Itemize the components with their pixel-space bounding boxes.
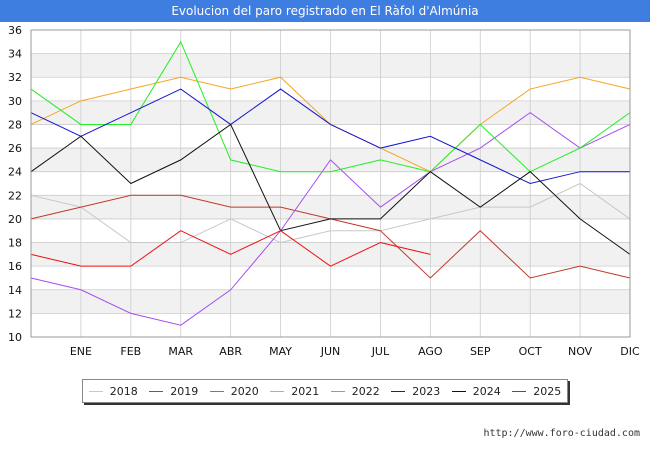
legend-swatch: [391, 390, 406, 392]
legend-item-2018: 2018: [88, 384, 138, 398]
y-tick-label: 24: [8, 166, 22, 179]
y-tick-label: 34: [8, 48, 22, 61]
x-tick-label: ENE: [70, 345, 92, 358]
legend-swatch: [209, 390, 224, 392]
legend-label: 2024: [472, 384, 501, 398]
plot-frame: [30, 29, 631, 338]
series-lines: [30, 40, 631, 326]
y-tick-label: 36: [8, 24, 22, 37]
legend-swatch: [451, 390, 466, 392]
x-tick-label: MAR: [168, 345, 193, 358]
x-tick-labels: ENE FEB MAR ABR MAY JUN JUL AGO SEP OCT NOV DIC: [70, 345, 640, 358]
x-tick-label: NOV: [568, 345, 593, 358]
legend-swatch: [88, 390, 103, 392]
line-chart: 10 12 14 16 18 20 22 24 26 28 30 32 34 36 ENE FEB MAR AB…: [8, 24, 640, 358]
legend-item-2023: 2023: [391, 385, 440, 398]
y-tick-label: 28: [8, 118, 22, 131]
x-tick-label: OCT: [519, 345, 542, 358]
title-bar: [0, 0, 650, 22]
legend-item-2025: 2025: [512, 385, 561, 398]
series-line-2024: [30, 123, 631, 255]
y-tick-label: 18: [8, 237, 22, 250]
legend-label: 2021: [291, 384, 320, 398]
legend-swatch: [149, 390, 164, 392]
x-tick-label: JUL: [371, 345, 390, 358]
y-tick-labels: 10 12 14 16 18 20 22 24 26 28 30 32 34 36: [8, 24, 22, 344]
legend-item-2019: 2019: [149, 385, 198, 398]
legend-label: 2018: [109, 384, 138, 398]
y-tick-label: 10: [8, 331, 22, 344]
x-tick-label: SEP: [470, 345, 491, 358]
legend-swatch: [512, 390, 527, 392]
legend-label: 2020: [230, 384, 259, 398]
y-tick-label: 20: [8, 213, 22, 226]
x-tick-label: FEB: [120, 345, 141, 358]
series-line-2018: [30, 182, 631, 244]
y-tick-label: 32: [8, 71, 22, 84]
x-tick-label: ABR: [219, 345, 242, 358]
legend-label: 2025: [533, 384, 562, 398]
legend-item-2020: 2020: [209, 384, 259, 398]
series-line-2020: [30, 112, 631, 326]
y-tick-label: 14: [8, 284, 22, 297]
legend-item-2021: 2021: [270, 385, 319, 398]
source-link[interactable]: http://www.foro-ciudad.com: [483, 428, 640, 439]
series-line-2023: [30, 88, 630, 185]
x-tick-label: MAY: [269, 345, 292, 358]
legend-item-2024: 2024: [451, 384, 501, 398]
legend-swatch: [270, 390, 285, 392]
y-tick-label: 26: [8, 142, 22, 155]
legend: 2018 2019 2020 2021 2022 2023 2024 2025: [82, 379, 568, 403]
y-tick-label: 30: [8, 95, 22, 108]
y-tick-label: 12: [8, 307, 22, 320]
series-line-2025: [30, 230, 431, 267]
legend-label: 2019: [170, 384, 199, 398]
y-tick-label: 16: [8, 260, 22, 273]
legend-label: 2022: [351, 384, 380, 398]
chart-title: Evolucion del paro registrado en El Ràfo…: [171, 4, 479, 18]
x-tick-label: DIC: [620, 345, 640, 358]
legend-swatch: [330, 390, 345, 392]
x-tick-label: JUN: [320, 345, 341, 358]
x-tick-label: AGO: [418, 345, 443, 358]
y-tick-label: 22: [8, 189, 22, 202]
legend-item-2022: 2022: [330, 384, 380, 398]
legend-label: 2023: [412, 384, 441, 398]
